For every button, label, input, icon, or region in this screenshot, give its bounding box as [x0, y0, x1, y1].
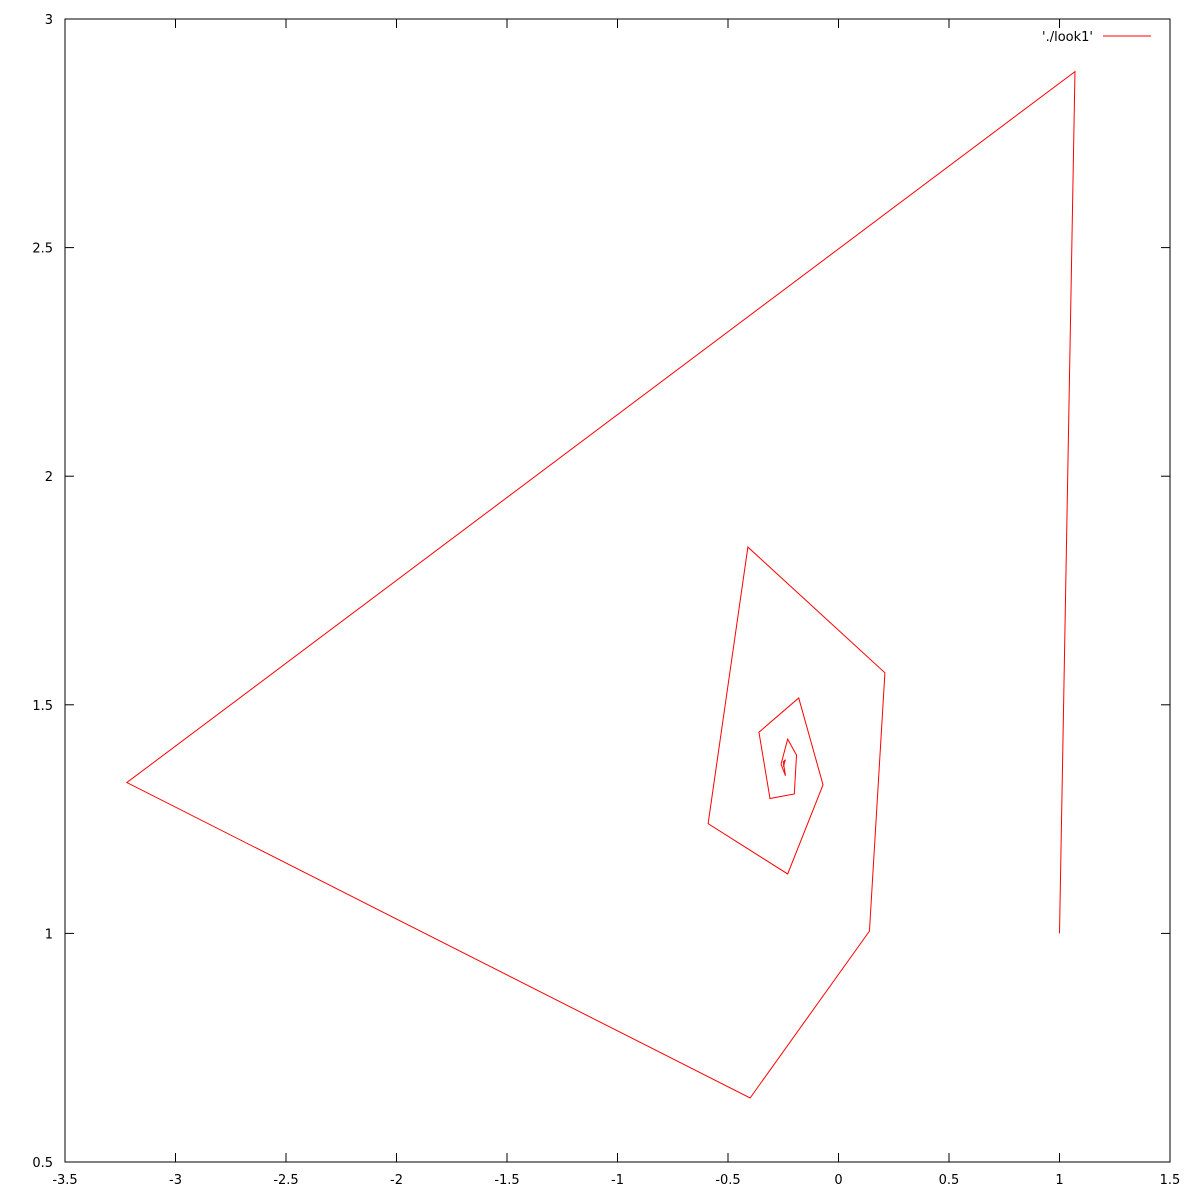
x-tick-label: -3.5	[52, 1173, 77, 1188]
legend-label: './look1'	[1042, 30, 1093, 45]
x-tick-label: -0.5	[715, 1173, 740, 1188]
x-tick-label: -2.5	[273, 1173, 298, 1188]
x-tick-label: -2	[390, 1173, 403, 1188]
x-tick-label: -1	[611, 1173, 624, 1188]
y-tick-label: 2.5	[32, 242, 53, 257]
tick-labels: -3.5 -3 -2.5 -2 -1.5 -1 -0.5 0 0.5 1 1.5 0.5 1 1.5 2 2.…	[32, 13, 1180, 1188]
x-tick-label: -1.5	[494, 1173, 519, 1188]
legend: './look1'	[1042, 30, 1151, 45]
x-tick-label: 1.5	[1160, 1173, 1181, 1188]
x-tick-label: 0.5	[939, 1173, 960, 1188]
plot-frame	[64, 18, 1171, 1163]
y-tick-label: 0.5	[32, 1156, 53, 1171]
x-tick-label: -3	[169, 1173, 182, 1188]
x-tick-label: 1	[1055, 1173, 1063, 1188]
series-line	[125, 70, 1076, 1099]
series-layer	[125, 70, 1076, 1099]
y-tick-label: 3	[45, 13, 53, 28]
x-tick-label: 0	[834, 1173, 842, 1188]
y-tick-label: 2	[45, 470, 53, 485]
y-tick-label: 1.5	[32, 699, 53, 714]
y-tick-label: 1	[45, 927, 53, 942]
